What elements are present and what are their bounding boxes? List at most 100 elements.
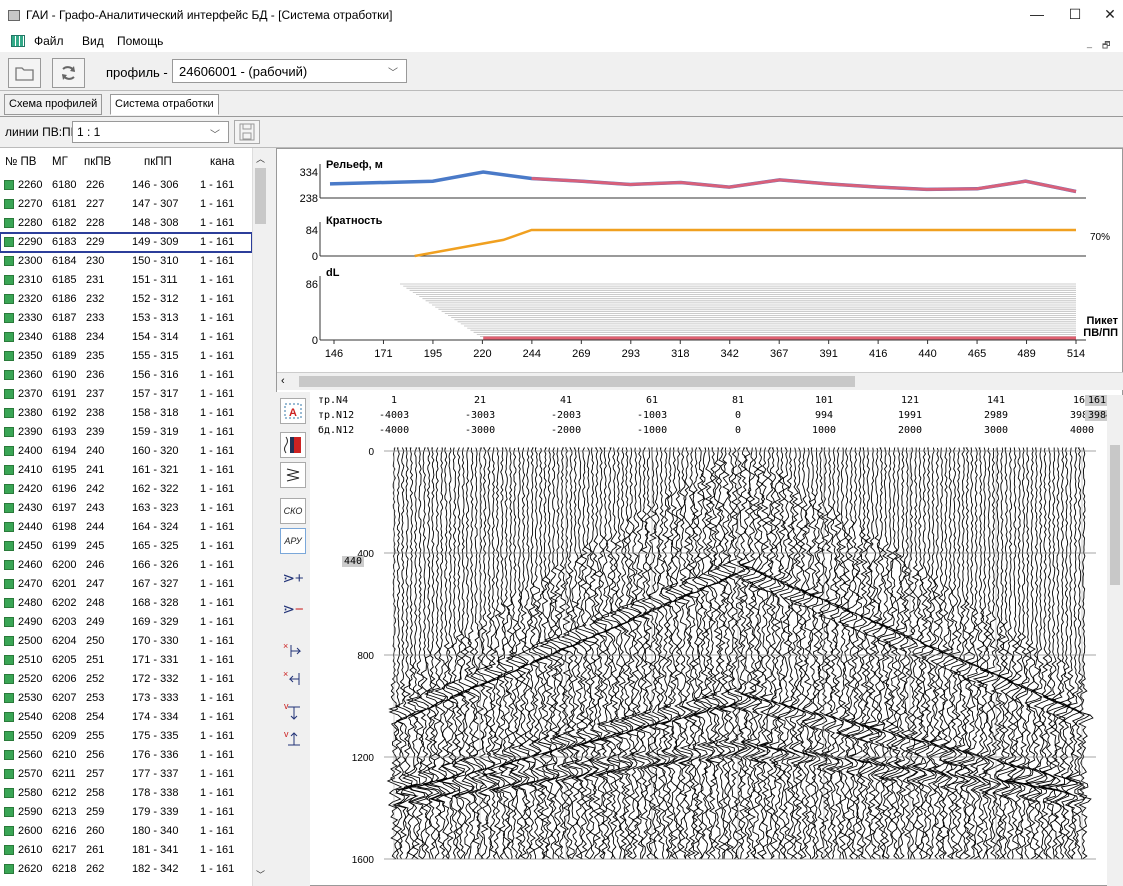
tab-profile-scheme[interactable]: Схема профилей xyxy=(4,94,103,115)
table-row[interactable]: 2490 6203 249 169 - 329 1 - 161 xyxy=(0,613,252,632)
table-cell: 146 - 306 xyxy=(132,179,179,191)
x-tick-label: 195 xyxy=(424,348,442,360)
col-header-pv[interactable]: № ПВ xyxy=(5,156,37,168)
cursor-time-readout: 440 xyxy=(342,556,365,567)
seismic-trace xyxy=(770,447,793,860)
x-tick-label: 514 xyxy=(1067,348,1085,360)
table-cell: 6201 xyxy=(52,578,77,590)
table-row[interactable]: 2600 6216 260 180 - 340 1 - 161 xyxy=(0,822,252,841)
table-cell: 6181 xyxy=(52,198,77,210)
table-cell: 179 - 339 xyxy=(132,806,179,818)
table-row[interactable]: 2560 6210 256 176 - 336 1 - 161 xyxy=(0,746,252,765)
chart-scroll-thumb[interactable] xyxy=(299,376,855,387)
rms-button[interactable]: СКО xyxy=(280,498,306,524)
trace-header-value: -1003 xyxy=(637,410,668,421)
col-header-pkpv[interactable]: пкПВ xyxy=(84,156,112,168)
col-header-pkpp[interactable]: пкПП xyxy=(144,156,172,168)
mdi-restore-button[interactable]: 🗗 xyxy=(1102,40,1111,50)
table-row[interactable]: 2260 6180 226 146 - 306 1 - 161 xyxy=(0,176,252,195)
table-row[interactable]: 2550 6209 255 175 - 335 1 - 161 xyxy=(0,727,252,746)
save-lines-button[interactable] xyxy=(234,120,260,144)
table-row[interactable]: 2480 6202 248 168 - 328 1 - 161 xyxy=(0,594,252,613)
menu-help[interactable]: Помощь xyxy=(117,34,164,48)
mute-top-button[interactable]: v xyxy=(280,698,306,724)
open-folder-button[interactable] xyxy=(8,58,41,88)
gather-scrollbar[interactable] xyxy=(1107,395,1123,886)
table-cell: 168 - 328 xyxy=(132,597,179,609)
table-row[interactable]: 2320 6186 232 152 - 312 1 - 161 xyxy=(0,290,252,309)
table-row[interactable]: 2380 6192 238 158 - 318 1 - 161 xyxy=(0,404,252,423)
table-cell: 169 - 329 xyxy=(132,616,179,628)
refresh-button[interactable] xyxy=(52,58,85,88)
table-row[interactable]: 2300 6184 230 150 - 310 1 - 161 xyxy=(0,252,252,271)
col-header-mg[interactable]: МГ xyxy=(52,156,68,168)
status-square-icon xyxy=(4,275,14,285)
table-row[interactable]: 2530 6207 253 173 - 333 1 - 161 xyxy=(0,689,252,708)
table-row[interactable]: 2620 6218 262 182 - 342 1 - 161 xyxy=(0,860,252,879)
table-row[interactable]: 2500 6204 250 170 - 330 1 - 161 xyxy=(0,632,252,651)
remove-horizon-button[interactable]: ⋗− xyxy=(280,597,306,623)
kill-trace-right-button[interactable]: × xyxy=(280,638,306,664)
mute-bottom-button[interactable]: v xyxy=(280,726,306,752)
wiggle-button[interactable] xyxy=(280,462,306,488)
menu-view[interactable]: Вид xyxy=(82,34,104,48)
seismic-trace xyxy=(684,447,708,860)
table-row[interactable]: 2570 6211 257 177 - 337 1 - 161 xyxy=(0,765,252,784)
table-row[interactable]: 2400 6194 240 160 - 320 1 - 161 xyxy=(0,442,252,461)
tab-processing-system[interactable]: Система отработки xyxy=(110,94,219,115)
seismic-trace xyxy=(964,447,988,860)
seismic-trace xyxy=(1007,447,1027,860)
table-row[interactable]: 2510 6205 251 171 - 331 1 - 161 xyxy=(0,651,252,670)
scroll-left-icon[interactable]: ‹ xyxy=(281,375,285,387)
trace-color-button[interactable] xyxy=(280,432,306,458)
table-cell: 1 - 161 xyxy=(200,787,235,799)
seismic-trace xyxy=(1024,447,1044,860)
table-row[interactable]: 2430 6197 243 163 - 323 1 - 161 xyxy=(0,499,252,518)
trace-header-value: 2000 xyxy=(898,425,923,436)
table-row[interactable]: 2410 6195 241 161 - 321 1 - 161 xyxy=(0,461,252,480)
y-tick-label: 86 xyxy=(306,279,318,291)
menu-file[interactable]: Файл xyxy=(34,34,64,48)
table-row[interactable]: 2370 6191 237 157 - 317 1 - 161 xyxy=(0,385,252,404)
scroll-up-icon[interactable]: ︿ xyxy=(256,154,266,164)
maximize-button[interactable]: ☐ xyxy=(1068,6,1082,22)
table-row[interactable]: 2520 6206 252 172 - 332 1 - 161 xyxy=(0,670,252,689)
table-row[interactable]: 2420 6196 242 162 - 322 1 - 161 xyxy=(0,480,252,499)
table-row[interactable]: 2540 6208 254 174 - 334 1 - 161 xyxy=(0,708,252,727)
table-row[interactable]: 2310 6185 231 151 - 311 1 - 161 xyxy=(0,271,252,290)
table-row[interactable]: 2470 6201 247 167 - 327 1 - 161 xyxy=(0,575,252,594)
gather-scroll-thumb[interactable] xyxy=(1110,445,1120,585)
table-scrollbar[interactable]: ︿ ﹀ xyxy=(252,148,268,886)
scroll-down-icon[interactable]: ﹀ xyxy=(256,870,266,880)
minimize-button[interactable]: — xyxy=(1030,6,1044,22)
add-horizon-button[interactable]: ⋗+ xyxy=(280,566,306,592)
table-row[interactable]: 2360 6190 236 156 - 316 1 - 161 xyxy=(0,366,252,385)
table-row[interactable]: 2290 6183 229 149 - 309 1 - 161 xyxy=(0,232,253,253)
mdi-minimize-button[interactable]: _ xyxy=(1087,38,1093,48)
table-row[interactable]: 2610 6217 261 181 - 341 1 - 161 xyxy=(0,841,252,860)
table-row[interactable]: 2270 6181 227 147 - 307 1 - 161 xyxy=(0,195,252,214)
profile-select[interactable]: 24606001 - (рабочий) ﹀ xyxy=(172,59,407,83)
table-row[interactable]: 2580 6212 258 178 - 338 1 - 161 xyxy=(0,784,252,803)
table-cell: 2280 xyxy=(18,217,43,229)
agc-button[interactable]: АРУ xyxy=(280,528,306,554)
table-row[interactable]: 2340 6188 234 154 - 314 1 - 161 xyxy=(0,328,252,347)
table-row[interactable]: 2330 6187 233 153 - 313 1 - 161 xyxy=(0,309,252,328)
lines-select[interactable]: 1 : 1 ﹀ xyxy=(72,121,229,143)
trace-header-value: 994 xyxy=(815,410,834,421)
table-row[interactable]: 2350 6189 235 155 - 315 1 - 161 xyxy=(0,347,252,366)
table-row[interactable]: 2280 6182 228 148 - 308 1 - 161 xyxy=(0,214,252,233)
table-row[interactable]: 2450 6199 245 165 - 325 1 - 161 xyxy=(0,537,252,556)
seismic-gather[interactable]: 0 400 800 1200 1600 xyxy=(310,440,1106,886)
scroll-thumb[interactable] xyxy=(255,168,266,224)
kill-trace-left-button[interactable]: × xyxy=(280,666,306,692)
col-header-channels[interactable]: кана xyxy=(210,156,235,168)
seismic-trace xyxy=(551,447,573,860)
chart-scrollbar[interactable]: ‹ xyxy=(277,372,1123,390)
table-row[interactable]: 2390 6193 239 159 - 319 1 - 161 xyxy=(0,423,252,442)
table-row[interactable]: 2460 6200 246 166 - 326 1 - 161 xyxy=(0,556,252,575)
table-row[interactable]: 2440 6198 244 164 - 324 1 - 161 xyxy=(0,518,252,537)
table-row[interactable]: 2590 6213 259 179 - 339 1 - 161 xyxy=(0,803,252,822)
close-button[interactable]: ✕ xyxy=(1104,6,1116,22)
auto-scale-button[interactable]: A xyxy=(280,398,306,424)
